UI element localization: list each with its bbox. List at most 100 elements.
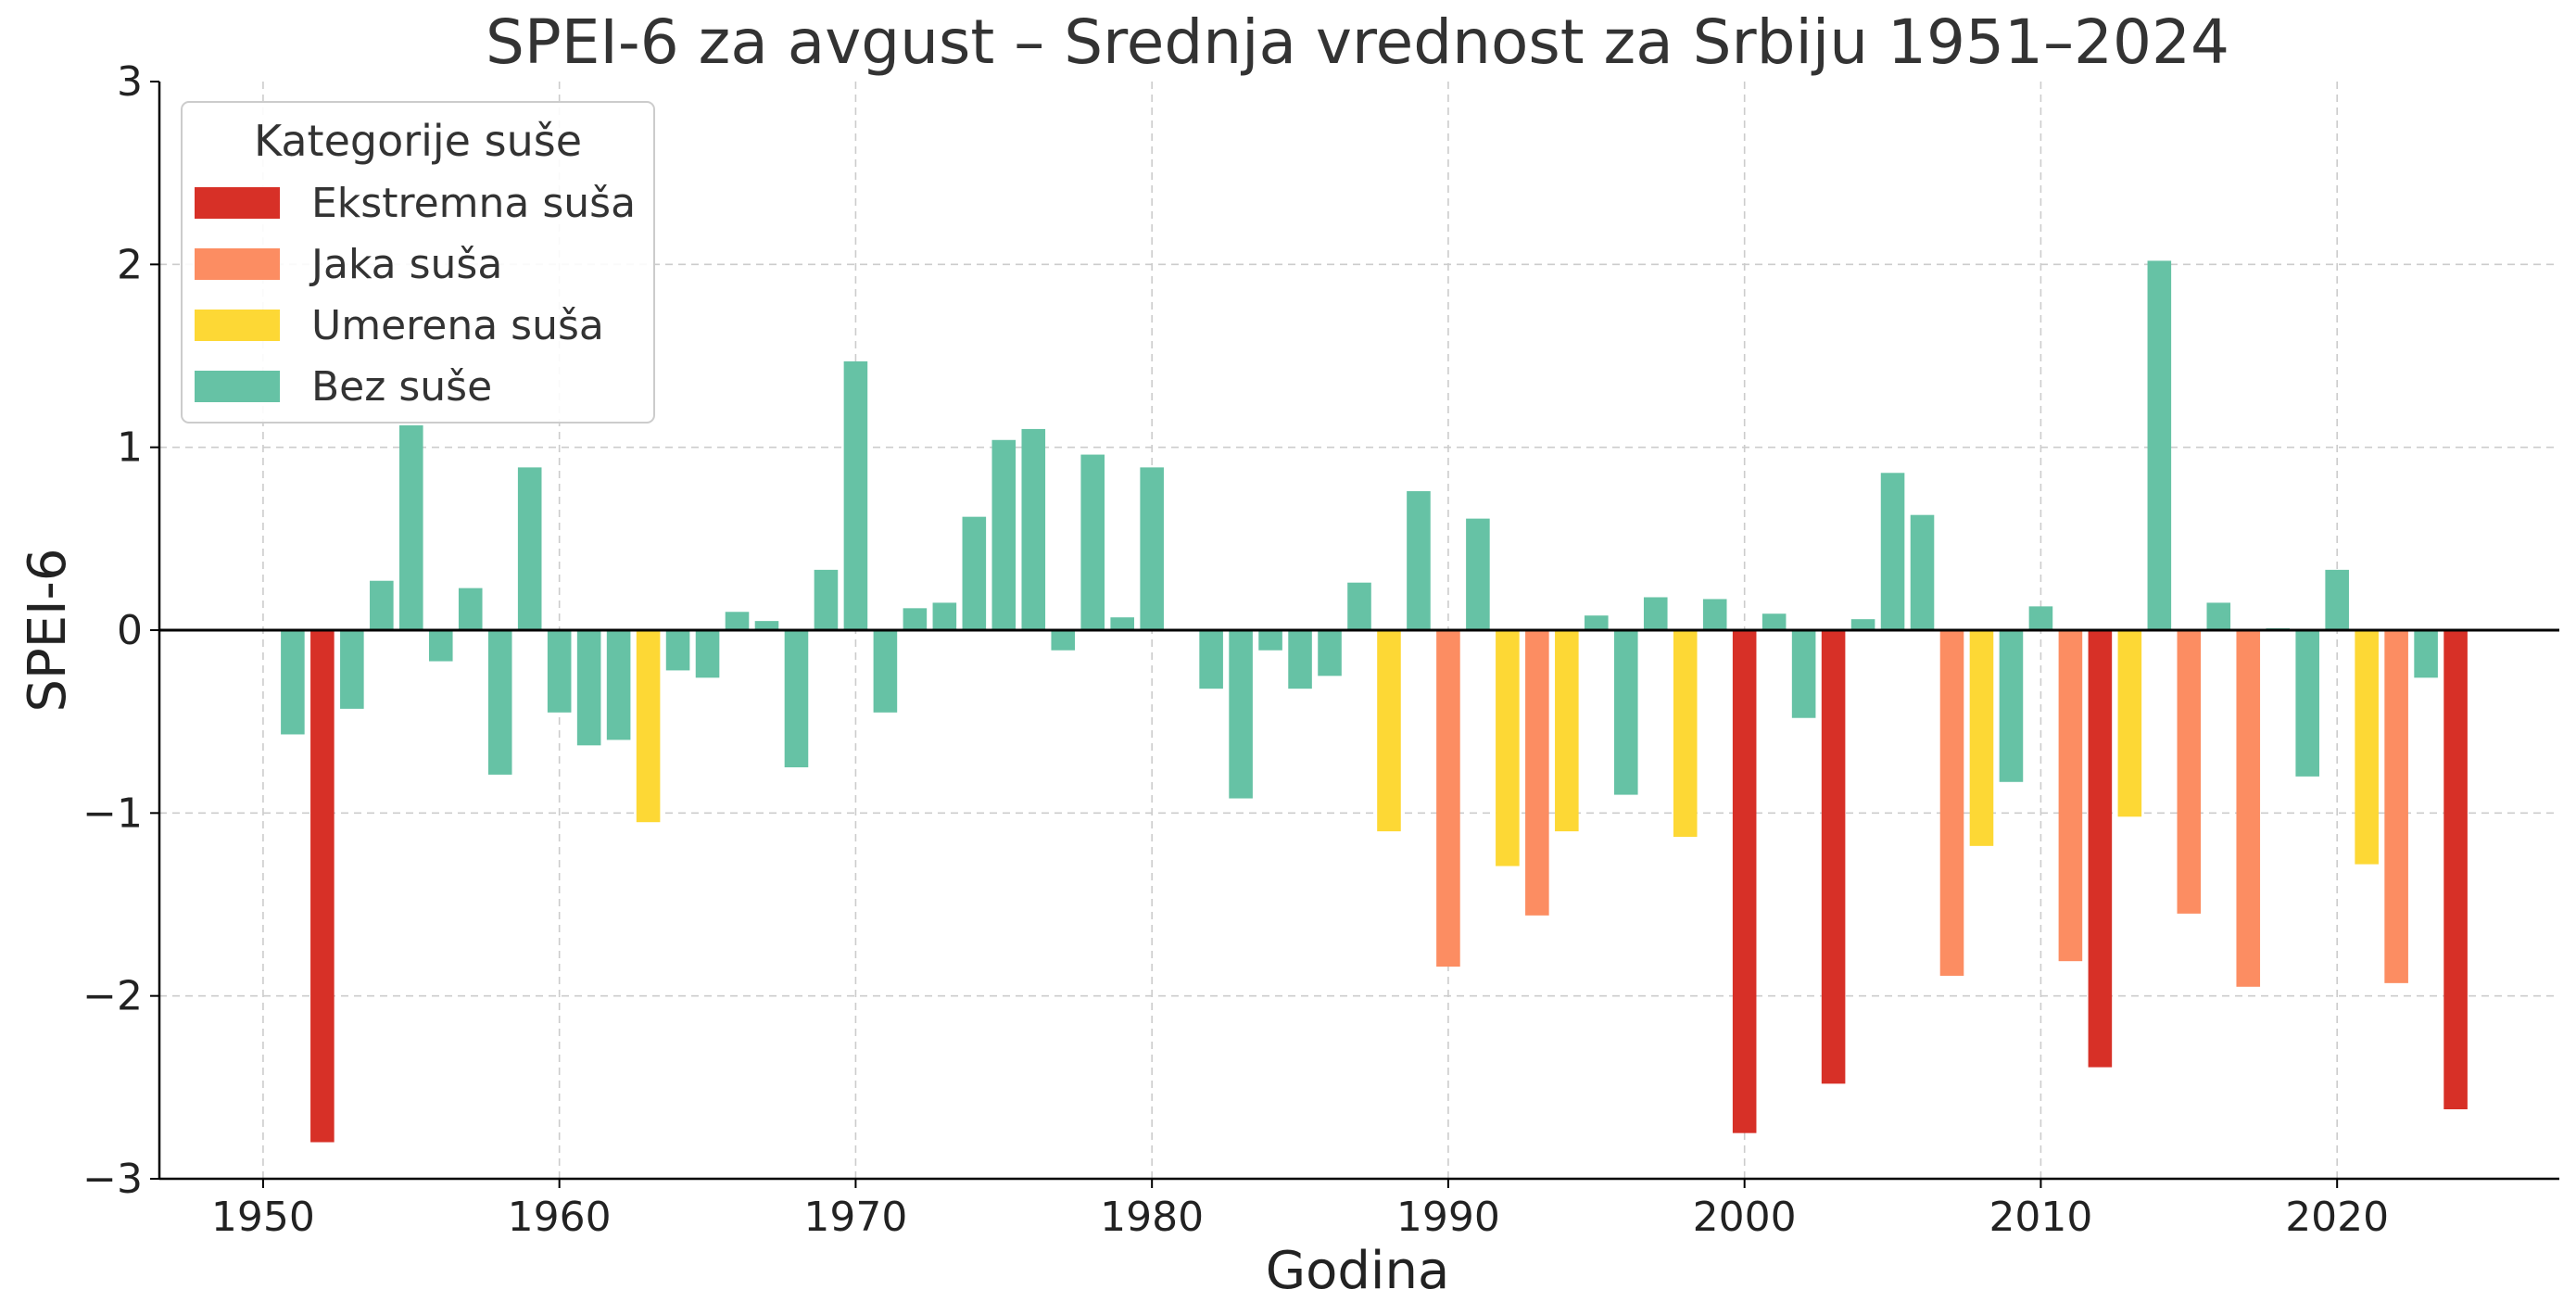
- legend-label-severe: Jaka suša: [309, 241, 502, 288]
- bar-2011: [2058, 630, 2083, 962]
- x-tick-label: 1950: [211, 1194, 315, 1241]
- bar-1983: [1229, 630, 1253, 799]
- y-axis-title: SPEI-6: [18, 548, 78, 712]
- bar-1990: [1436, 630, 1460, 967]
- y-tick-label: 3: [117, 58, 143, 106]
- bar-2020: [2325, 569, 2349, 630]
- x-tick-label: 1980: [1100, 1194, 1204, 1241]
- legend-swatch-moderate: [195, 310, 280, 341]
- bar-2008: [1969, 630, 1994, 846]
- bar-2013: [2117, 630, 2142, 817]
- bar-1968: [784, 630, 809, 767]
- legend-swatch-extreme: [195, 187, 280, 219]
- legend-entries: Ekstremna suša Jaka suša Umerena suša Bez s…: [195, 180, 636, 411]
- bar-1969: [814, 569, 839, 630]
- bar-1960: [547, 630, 572, 713]
- bar-1989: [1407, 491, 1431, 630]
- bar-1988: [1377, 630, 1401, 832]
- x-axis-title: Godina: [1266, 1241, 1450, 1301]
- bar-1967: [754, 621, 779, 630]
- bar-2024: [2443, 630, 2468, 1110]
- legend-title: Kategorije suše: [254, 116, 582, 166]
- bar-2021: [2355, 630, 2379, 865]
- bar-1980: [1140, 467, 1164, 630]
- y-tick-label: 2: [117, 241, 143, 288]
- bar-1992: [1496, 630, 1520, 866]
- chart-title: SPEI-6 za avgust – Srednja vrednost za S…: [486, 6, 2229, 78]
- bar-1971: [873, 630, 898, 713]
- bar-1982: [1199, 630, 1223, 689]
- bar-1998: [1673, 630, 1698, 837]
- y-tick-label: −1: [82, 790, 143, 837]
- bar-2004: [1850, 619, 1875, 630]
- legend: Kategorije suše Ekstremna suša Jaka suša U…: [181, 101, 655, 424]
- bar-1952: [310, 630, 335, 1143]
- bar-1955: [399, 424, 423, 630]
- x-tick-label: 2010: [1989, 1194, 2092, 1241]
- bars-layer: [281, 260, 2468, 1143]
- bar-1987: [1347, 582, 1371, 630]
- bar-2009: [1999, 630, 2024, 782]
- bar-1957: [458, 588, 483, 630]
- bar-1974: [962, 516, 987, 630]
- legend-box: [181, 101, 655, 424]
- x-tick-label: 1990: [1396, 1194, 1500, 1241]
- x-tick-label: 1960: [508, 1194, 612, 1241]
- legend-label-none: Bez suše: [311, 363, 492, 411]
- bar-2000: [1732, 630, 1757, 1133]
- y-tick-label: 1: [117, 424, 143, 472]
- bar-1953: [340, 630, 364, 709]
- bar-2019: [2295, 630, 2319, 777]
- bar-2012: [2088, 630, 2113, 1068]
- bar-2002: [1791, 630, 1816, 718]
- legend-swatch-severe: [195, 248, 280, 280]
- y-tick-label: 0: [117, 607, 143, 654]
- bar-1985: [1288, 630, 1312, 689]
- bar-1994: [1555, 630, 1579, 832]
- bar-2005: [1880, 473, 1905, 630]
- bar-1972: [903, 608, 928, 630]
- bar-1961: [576, 630, 601, 746]
- bar-1973: [932, 602, 957, 630]
- bar-1959: [517, 467, 542, 630]
- bar-1964: [665, 630, 690, 671]
- bar-1999: [1702, 599, 1727, 630]
- y-tick-label: −2: [82, 973, 143, 1020]
- bar-1966: [725, 612, 750, 630]
- y-tick-label: −3: [82, 1156, 143, 1203]
- bar-2014: [2147, 260, 2172, 630]
- x-tick-label: 2020: [2285, 1194, 2389, 1241]
- bar-1970: [843, 360, 868, 630]
- bar-2017: [2236, 630, 2261, 987]
- bar-2001: [1762, 613, 1787, 630]
- bar-2015: [2177, 630, 2202, 914]
- x-tick-label: 1970: [803, 1194, 907, 1241]
- bar-1965: [695, 630, 720, 678]
- bar-1978: [1080, 454, 1105, 630]
- bar-1991: [1466, 518, 1490, 630]
- bar-2010: [2028, 606, 2053, 630]
- bar-1986: [1318, 630, 1342, 676]
- bar-1975: [991, 439, 1017, 630]
- bar-1993: [1525, 630, 1549, 916]
- bar-1951: [281, 630, 305, 735]
- bar-1956: [428, 630, 453, 662]
- bar-1996: [1613, 630, 1638, 795]
- bar-2023: [2414, 630, 2438, 678]
- bar-1958: [487, 630, 512, 775]
- bar-2003: [1821, 630, 1846, 1084]
- bar-1954: [370, 580, 394, 630]
- legend-swatch-none: [195, 371, 280, 402]
- bar-1997: [1643, 597, 1668, 630]
- bar-1962: [606, 630, 631, 740]
- bar-1976: [1021, 428, 1046, 630]
- x-tick-label: 2000: [1693, 1194, 1797, 1241]
- bar-1995: [1585, 615, 1609, 630]
- bar-1977: [1051, 630, 1076, 651]
- bar-2016: [2206, 602, 2231, 630]
- bar-2022: [2384, 630, 2408, 983]
- bar-1963: [636, 630, 661, 823]
- legend-label-extreme: Ekstremna suša: [311, 180, 636, 227]
